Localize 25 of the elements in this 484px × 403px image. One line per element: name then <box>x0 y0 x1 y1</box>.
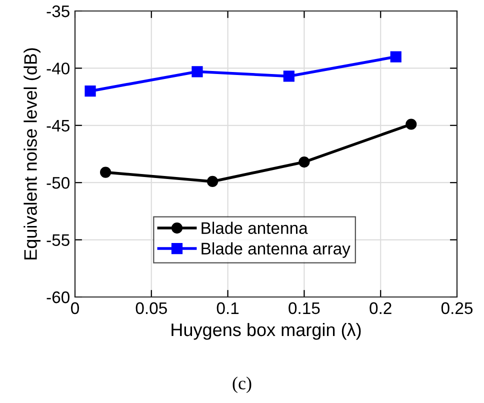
point <box>390 51 402 62</box>
y-tick-label: -60 <box>46 291 70 304</box>
legend-label: Blade antenna <box>202 222 308 234</box>
point <box>100 166 112 178</box>
point <box>406 118 417 130</box>
x-tick-label: 0.25 <box>441 302 473 314</box>
y-tick-label: -45 <box>46 120 70 132</box>
legend-label: Blade antenna array <box>202 242 350 258</box>
point <box>298 156 310 168</box>
text: (c) <box>232 376 252 394</box>
x-tick-label: 0.05 <box>136 302 167 314</box>
point <box>84 86 96 97</box>
y-tick-label: -40 <box>46 62 70 74</box>
y-tick-label: -55 <box>46 234 70 246</box>
point <box>206 176 218 188</box>
point <box>192 66 203 78</box>
x-tick-label: 0.2 <box>370 302 392 314</box>
x-tick-label: 0.1 <box>216 302 239 314</box>
y-tick-label: -35 <box>46 5 70 18</box>
x-axis-title: Huygens box margin (λ) <box>172 322 361 340</box>
y-tick-label: -50 <box>46 177 70 189</box>
x-tick-label: 0.15 <box>288 302 320 314</box>
x-tick-label: 0 <box>71 302 79 314</box>
y-axis-title: Equivalent noise level (dB) <box>24 48 40 260</box>
point <box>283 70 294 82</box>
